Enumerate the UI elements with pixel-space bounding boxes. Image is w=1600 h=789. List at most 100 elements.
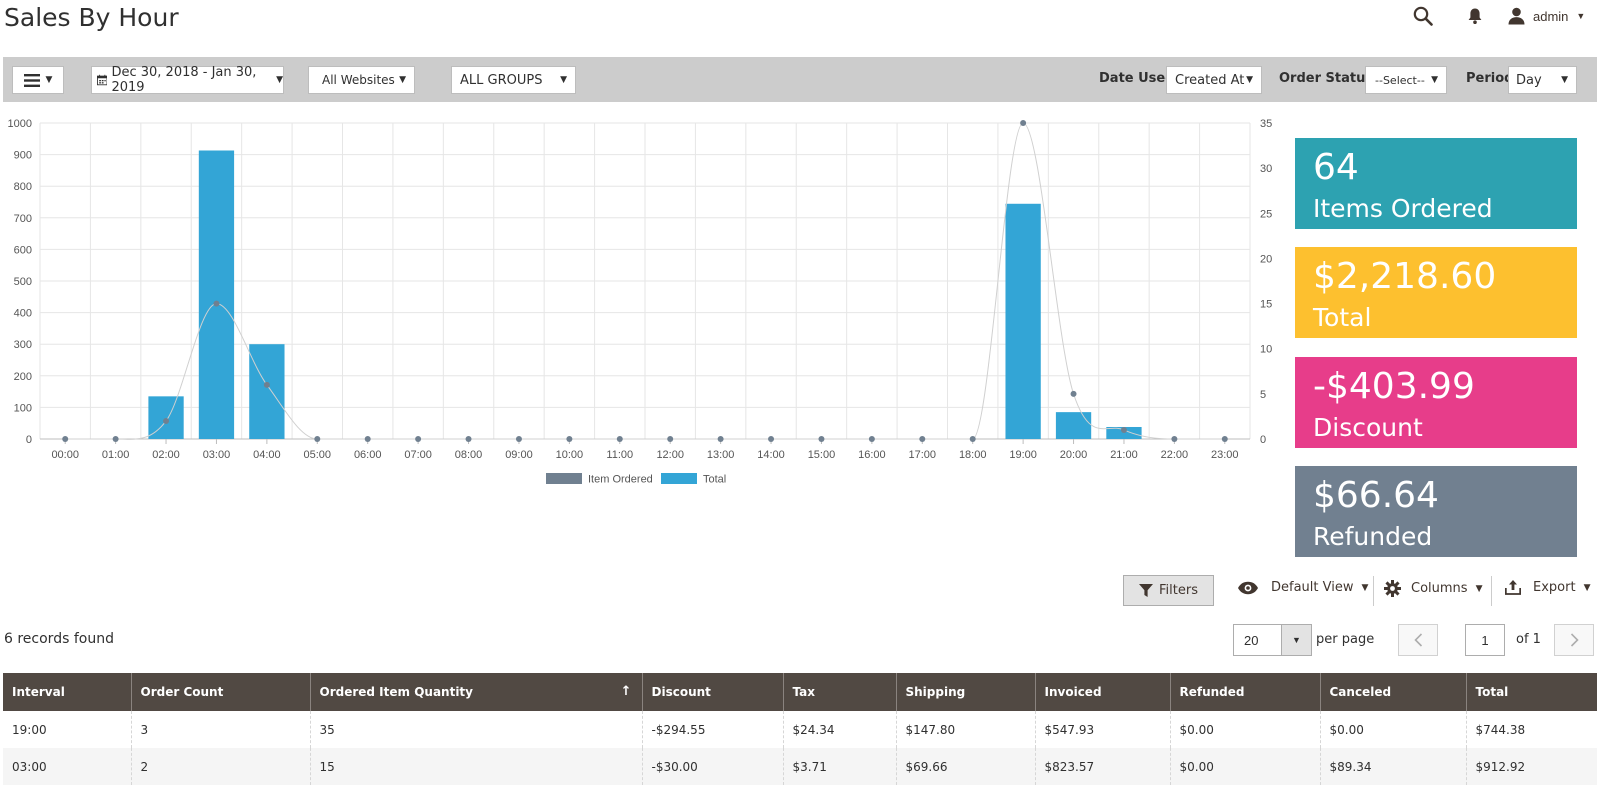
item-ordered-point xyxy=(465,436,472,442)
column-header-invoiced[interactable]: Invoiced xyxy=(1034,673,1170,711)
next-page-button[interactable] xyxy=(1554,624,1594,656)
x-tick-label: 08:00 xyxy=(455,449,483,461)
admin-username: admin xyxy=(1533,8,1569,24)
y-right-tick-label: 30 xyxy=(1260,163,1272,175)
chevron-down-icon: ▼ xyxy=(1431,75,1438,85)
chevron-down-icon[interactable]: ▼ xyxy=(1281,625,1311,655)
order-status-select[interactable]: --Select-- ▼ xyxy=(1365,66,1447,94)
date-used-label: Date Used xyxy=(1099,71,1175,86)
column-header-interval[interactable]: Interval xyxy=(3,673,131,711)
period-value: Day xyxy=(1516,72,1542,88)
cell-interval: 19:00 xyxy=(3,711,131,748)
website-select[interactable]: All Websites ▼ xyxy=(308,66,415,94)
legend-swatch-item-ordered xyxy=(546,473,582,484)
item-ordered-line xyxy=(65,122,1225,440)
x-tick-label: 15:00 xyxy=(808,449,836,461)
column-header-canceled[interactable]: Canceled xyxy=(1319,673,1466,711)
cell-shipping: $147.80 xyxy=(895,711,1035,748)
chart-bar xyxy=(1055,412,1092,439)
y-right-tick-label: 20 xyxy=(1260,253,1272,265)
page-title: Sales By Hour xyxy=(4,3,179,32)
refunded-tile: $66.64 Refunded xyxy=(1295,466,1577,557)
x-tick-label: 04:00 xyxy=(253,449,281,461)
item-ordered-point xyxy=(566,436,573,442)
y-left-tick-label: 600 xyxy=(14,244,32,256)
search-icon[interactable] xyxy=(1409,2,1437,30)
period-select[interactable]: Day ▼ xyxy=(1508,66,1577,94)
y-right-tick-label: 15 xyxy=(1260,299,1272,311)
customer-group-value: ALL GROUPS xyxy=(460,72,543,88)
item-ordered-point xyxy=(969,436,976,442)
cell-total: $912.92 xyxy=(1465,748,1597,785)
x-tick-label: 17:00 xyxy=(909,449,937,461)
date-used-select[interactable]: Created At ▼ xyxy=(1166,66,1262,94)
export-dropdown[interactable]: Export ▼ xyxy=(1505,580,1590,595)
column-header-tax[interactable]: Tax xyxy=(782,673,896,711)
notifications-bell-icon[interactable] xyxy=(1461,2,1489,30)
filters-button[interactable]: Filters xyxy=(1123,575,1214,606)
chevron-down-icon: ▼ xyxy=(1561,75,1568,85)
x-tick-label: 09:00 xyxy=(505,449,533,461)
item-ordered-point xyxy=(163,417,170,424)
x-tick-label: 21:00 xyxy=(1110,449,1138,461)
legend-swatch-total xyxy=(661,473,697,484)
date-range-picker[interactable]: Dec 30, 2018 - Jan 30, 2019 ▼ xyxy=(91,65,284,95)
cell-discount: -$294.55 xyxy=(641,711,783,748)
column-header-discount[interactable]: Discount xyxy=(641,673,783,711)
filters-button-label: Filters xyxy=(1159,583,1198,598)
customer-group-select[interactable]: ALL GROUPS ▼ xyxy=(451,66,576,94)
refunded-value: $66.64 xyxy=(1313,475,1439,516)
admin-user-menu[interactable]: admin ▼ xyxy=(1508,3,1585,29)
previous-page-button[interactable] xyxy=(1398,624,1438,656)
order-status-value: --Select-- xyxy=(1375,73,1425,87)
menu-toggle-button[interactable]: ▼ xyxy=(12,66,64,94)
item-ordered-point xyxy=(1070,390,1077,397)
items-ordered-tile: 64 Items Ordered xyxy=(1295,138,1577,229)
export-icon xyxy=(1505,580,1521,595)
table-row[interactable]: 19:00 3 35 -$294.55 $24.34 $147.80 $547.93 $0.0… xyxy=(3,711,1597,748)
y-left-tick-label: 200 xyxy=(14,371,32,383)
cell-ordered-item-quantity: 15 xyxy=(309,748,642,785)
per-page-select[interactable]: 20 ▼ xyxy=(1233,624,1312,656)
x-tick-label: 07:00 xyxy=(404,449,432,461)
cell-order-count: 3 xyxy=(130,711,310,748)
x-tick-label: 16:00 xyxy=(858,449,886,461)
item-ordered-point xyxy=(112,436,119,442)
y-left-tick-label: 800 xyxy=(14,181,32,193)
item-ordered-point xyxy=(768,436,775,442)
column-header-label: Ordered Item Quantity xyxy=(319,685,474,699)
filter-funnel-icon xyxy=(1139,584,1154,597)
cell-canceled: $89.34 xyxy=(1319,748,1466,785)
calendar-icon xyxy=(97,74,108,86)
default-view-dropdown[interactable]: Default View ▼ xyxy=(1237,580,1368,595)
discount-label: Discount xyxy=(1313,413,1423,442)
column-header-shipping[interactable]: Shipping xyxy=(895,673,1035,711)
total-pages: of 1 xyxy=(1516,632,1541,647)
chart-bar xyxy=(249,344,285,439)
x-tick-label: 23:00 xyxy=(1211,449,1239,461)
item-ordered-point xyxy=(868,436,875,442)
chevron-down-icon: ▼ xyxy=(1361,582,1369,593)
table-row[interactable]: 03:00 2 15 -$30.00 $3.71 $69.66 $823.57 $0.00 $8… xyxy=(3,748,1597,785)
y-left-tick-label: 300 xyxy=(14,339,32,351)
eye-icon xyxy=(1238,581,1258,594)
column-header-ordered-item-quantity[interactable]: Ordered Item Quantity ↑ xyxy=(309,673,642,711)
date-used-value: Created At xyxy=(1175,72,1245,88)
columns-dropdown[interactable]: Columns ▼ xyxy=(1384,580,1482,597)
item-ordered-point xyxy=(667,436,674,442)
x-tick-label: 03:00 xyxy=(203,449,231,461)
toolbar-divider xyxy=(1373,576,1374,606)
legend-label-item-ordered: Item Ordered xyxy=(588,474,653,486)
chart-bar xyxy=(198,150,235,439)
current-page-input[interactable] xyxy=(1465,624,1505,656)
export-label: Export xyxy=(1533,580,1576,595)
column-header-total[interactable]: Total xyxy=(1465,673,1597,711)
column-header-refunded[interactable]: Refunded xyxy=(1169,673,1320,711)
table-header-row: Interval Order Count Ordered Item Quanti… xyxy=(3,673,1597,711)
per-page-value: 20 xyxy=(1244,632,1259,648)
cell-interval: 03:00 xyxy=(3,748,131,785)
item-ordered-point xyxy=(314,436,321,442)
discount-tile: -$403.99 Discount xyxy=(1295,357,1577,448)
chart-bar xyxy=(148,396,184,439)
column-header-order-count[interactable]: Order Count xyxy=(130,673,310,711)
